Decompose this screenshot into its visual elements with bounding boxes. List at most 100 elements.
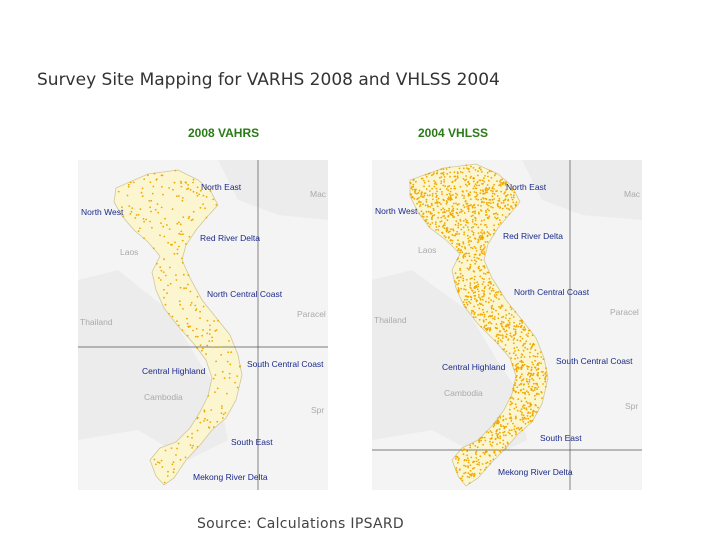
survey-site-dot: [488, 209, 490, 212]
survey-site-dot: [493, 229, 496, 232]
survey-site-dot: [127, 183, 130, 186]
survey-site-dot: [520, 324, 523, 327]
survey-site-dot: [525, 400, 528, 403]
survey-site-dot: [500, 202, 503, 204]
survey-site-dot: [164, 303, 167, 306]
survey-site-dot: [484, 451, 487, 454]
survey-site-dot: [181, 197, 184, 199]
survey-site-dot: [486, 189, 489, 191]
survey-site-dot: [196, 186, 199, 189]
survey-site-dot: [467, 204, 470, 207]
survey-site-dot: [493, 449, 496, 452]
survey-site-dot: [507, 324, 510, 327]
survey-site-dot: [485, 201, 488, 204]
survey-site-dot: [484, 175, 486, 177]
survey-site-dot: [523, 356, 526, 358]
survey-site-dot: [465, 278, 468, 281]
survey-site-dot: [205, 196, 208, 198]
survey-site-dot: [493, 224, 495, 227]
survey-site-dots: [117, 169, 242, 484]
survey-site-dot: [212, 426, 215, 428]
survey-site-dot: [442, 184, 445, 187]
survey-site-dot: [194, 304, 197, 307]
survey-site-dot: [481, 298, 484, 301]
source-note: Source: Calculations IPSARD: [197, 516, 404, 532]
survey-site-dot: [450, 213, 453, 216]
survey-site-dot: [175, 274, 177, 276]
survey-site-dot: [455, 192, 457, 195]
survey-site-dot: [502, 199, 505, 202]
survey-site-dot: [481, 308, 484, 311]
survey-site-dot: [516, 370, 518, 373]
survey-site-dot: [520, 331, 523, 334]
survey-site-dot: [182, 216, 185, 218]
survey-site-dot: [191, 437, 193, 439]
survey-site-dot: [199, 206, 202, 209]
survey-site-dot: [470, 259, 473, 262]
survey-site-dot: [479, 234, 482, 237]
survey-site-dot: [426, 194, 429, 197]
survey-site-dot: [464, 247, 467, 250]
survey-site-dot: [504, 198, 507, 201]
survey-site-dot: [206, 319, 209, 322]
survey-site-dot: [457, 288, 460, 291]
survey-site-dot: [436, 169, 439, 172]
survey-site-dot: [435, 187, 438, 190]
survey-site-dot: [474, 212, 476, 215]
survey-site-dot: [527, 329, 530, 332]
survey-site-dot: [483, 192, 486, 195]
survey-site-dot: [446, 210, 448, 212]
survey-site-dot: [500, 293, 502, 296]
survey-site-dot: [467, 237, 470, 240]
survey-site-dot: [479, 468, 482, 471]
survey-site-dot: [443, 235, 446, 237]
survey-site-dot: [530, 389, 533, 391]
survey-site-dot: [456, 176, 459, 179]
survey-site-dot: [196, 417, 199, 420]
survey-site-dot: [507, 203, 509, 206]
survey-site-dot: [471, 221, 474, 223]
survey-site-dot: [194, 335, 197, 338]
survey-site-dot: [514, 203, 517, 206]
survey-site-dot: [464, 255, 467, 258]
survey-site-dot: [491, 287, 494, 290]
survey-site-dot: [514, 365, 517, 367]
survey-site-dot: [453, 185, 456, 188]
survey-site-dot: [528, 372, 531, 375]
survey-site-dot: [468, 252, 470, 255]
survey-site-dot: [487, 327, 489, 329]
survey-site-dot: [481, 296, 483, 298]
survey-site-dot: [432, 173, 435, 176]
survey-site-dot: [474, 297, 476, 300]
survey-site-dot: [501, 183, 504, 186]
survey-site-dot: [521, 319, 524, 322]
survey-site-dot: [202, 203, 204, 205]
survey-site-dot: [505, 314, 508, 316]
survey-site-dot: [479, 298, 482, 301]
survey-site-dot: [463, 195, 465, 197]
survey-site-dot: [505, 434, 507, 437]
survey-site-dot: [412, 183, 415, 186]
survey-site-dot: [512, 342, 515, 345]
survey-site-dot: [457, 291, 460, 294]
survey-site-dot: [431, 214, 434, 217]
survey-site-dot: [446, 201, 448, 204]
survey-site-dot: [488, 277, 491, 280]
survey-site-dot: [149, 206, 151, 209]
survey-site-dot: [502, 419, 504, 422]
survey-site-dot: [493, 174, 496, 177]
survey-site-dot: [475, 223, 478, 226]
survey-site-dot: [486, 461, 489, 464]
survey-site-dot: [166, 292, 168, 295]
survey-site-dot: [462, 226, 465, 229]
survey-site-dot: [530, 368, 533, 371]
survey-site-dot: [511, 364, 514, 367]
survey-site-dot: [484, 188, 487, 191]
survey-site-dot: [480, 325, 483, 328]
survey-site-dot: [478, 212, 480, 215]
survey-site-dot: [189, 444, 192, 446]
survey-site-dot: [473, 275, 476, 278]
survey-site-dot: [449, 212, 451, 214]
survey-site-dot: [418, 197, 420, 199]
survey-site-dot: [529, 348, 532, 350]
